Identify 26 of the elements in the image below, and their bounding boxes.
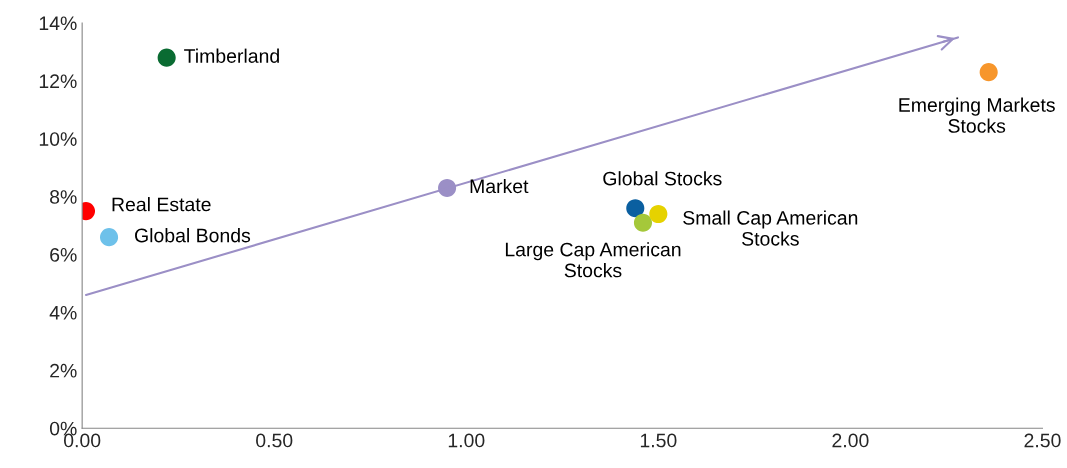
x-tick-label: 2.00 [832,433,869,448]
series-label: Emerging Markets Stocks [899,97,1055,133]
y-tick-label: 2% [50,363,77,378]
point [157,48,176,67]
point [979,63,998,82]
series-label: Small Cap American Stocks [683,210,858,246]
x-tick-label: 1.50 [640,433,677,448]
y-tick-label: 12% [39,74,77,88]
y-tick-label: 6% [50,247,77,262]
series-label: Large Cap American Stocks [505,242,681,278]
point [633,213,653,232]
series-label: Real Estate [112,197,211,212]
y-tick-label: 14% [39,16,77,31]
x-tick-label: 2.50 [1024,433,1061,448]
y-tick-label: 8% [50,190,77,204]
point [626,199,645,218]
series-label: Global Stocks [603,171,722,186]
series-label: Timberland [184,48,279,63]
point [99,228,119,247]
series-label: Market [470,178,529,194]
series-label: Global Bonds [135,228,251,243]
y-tick-label: 10% [39,132,77,146]
point [649,204,668,224]
y-tick-label: 4% [49,305,77,320]
x-tick-label: 0.50 [256,433,293,448]
x-tick-label: 1.00 [448,433,485,448]
